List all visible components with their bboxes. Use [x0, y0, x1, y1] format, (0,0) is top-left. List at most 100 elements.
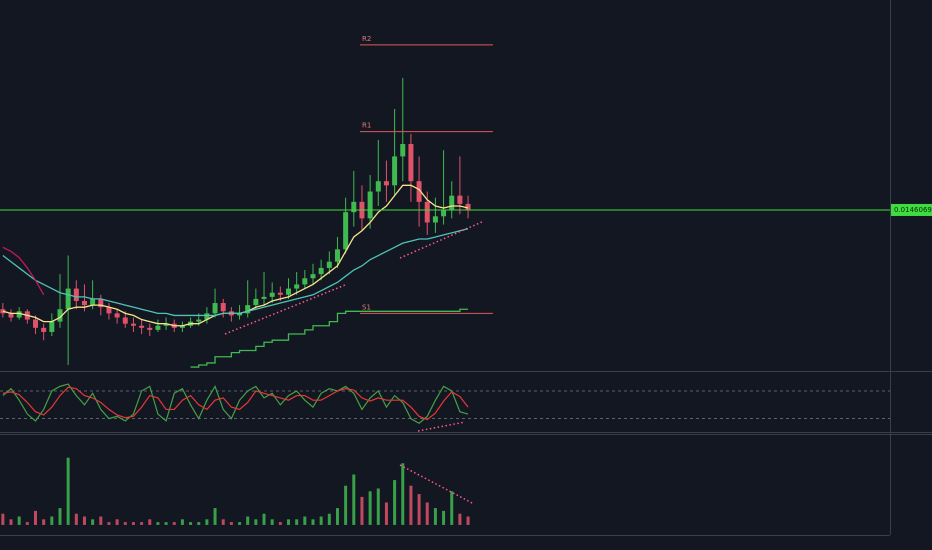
histogram-bar	[254, 519, 258, 525]
histogram-bar	[393, 480, 397, 525]
candle-body	[57, 309, 63, 322]
histogram-bar	[335, 508, 339, 525]
histogram-bar	[466, 516, 470, 525]
histogram-bar	[131, 522, 135, 525]
candle-body	[441, 210, 447, 217]
candle-body	[130, 323, 136, 326]
histogram-bar	[74, 513, 78, 525]
trend-line	[224, 284, 346, 335]
histogram-bar	[287, 519, 291, 525]
histogram-bar	[270, 519, 274, 525]
candle-body	[424, 201, 430, 223]
candle-body	[261, 296, 267, 299]
histogram-bar	[368, 491, 372, 525]
histogram-bar	[409, 485, 413, 525]
histogram-bar	[376, 488, 380, 525]
histogram-bar	[50, 516, 54, 525]
indicator-line	[190, 308, 469, 368]
histogram-bar	[442, 510, 446, 525]
histogram-bar	[91, 519, 95, 525]
histogram-bar	[107, 522, 111, 525]
histogram-bar	[25, 522, 29, 525]
candle-body	[269, 292, 275, 297]
candle-body	[294, 284, 300, 289]
candle-body	[318, 267, 324, 275]
histogram-bar	[417, 494, 421, 525]
candle-body	[114, 313, 120, 318]
pivot-label: R1	[362, 122, 371, 130]
histogram-bar	[180, 519, 184, 525]
last-price-box	[891, 203, 932, 216]
candle-body	[179, 325, 185, 328]
histogram-bar	[433, 508, 437, 525]
histogram-bar	[352, 474, 356, 525]
candle-body	[73, 288, 79, 301]
candle-body	[237, 313, 243, 316]
histogram-bar	[1, 513, 5, 525]
trend-line	[399, 220, 485, 259]
histogram-bar	[205, 519, 209, 525]
histogram-bar	[197, 522, 201, 525]
candle-body	[139, 325, 145, 328]
histogram-bar	[384, 502, 388, 525]
candle-body	[392, 156, 398, 186]
trend-lines	[224, 220, 485, 505]
histogram-bar	[156, 522, 160, 525]
candle-body	[302, 278, 308, 285]
indicator-line	[2, 246, 45, 296]
histogram-bar	[140, 522, 144, 525]
histogram-bar	[99, 516, 103, 525]
candle-body	[220, 303, 226, 312]
histogram-bar	[164, 522, 168, 525]
plot: R2 R1 S1	[0, 35, 890, 525]
histogram-bar	[66, 457, 70, 525]
histogram-bar	[221, 519, 225, 525]
histogram-bar	[295, 519, 299, 525]
candle-body	[457, 195, 463, 204]
candle-body	[326, 261, 332, 268]
candle-body	[81, 300, 87, 306]
histogram-bar	[311, 519, 315, 525]
histogram-bar	[319, 516, 323, 525]
pivot-label: S1	[362, 303, 371, 311]
histogram-bar	[213, 508, 217, 525]
candle-body	[253, 298, 259, 306]
histogram-bar	[458, 513, 462, 525]
histogram-bar	[425, 502, 429, 525]
candle-body	[383, 181, 389, 186]
histogram-bar	[246, 516, 250, 525]
candle-body	[277, 292, 283, 295]
histogram-bar	[58, 508, 62, 525]
candle-body	[408, 144, 414, 182]
oscillator-line	[2, 386, 469, 421]
histogram-bar	[303, 516, 307, 525]
histogram-bar	[238, 522, 242, 525]
candle-body	[432, 216, 438, 223]
histogram-bar	[189, 522, 193, 525]
candle-body	[16, 311, 22, 318]
candle-body	[465, 203, 471, 211]
candle-body	[8, 313, 14, 318]
histogram-bar	[82, 516, 86, 525]
histogram-bar	[278, 522, 282, 525]
histogram-bar	[9, 519, 13, 525]
candle-body	[334, 249, 340, 262]
histogram-bar	[34, 510, 38, 525]
candle-body	[0, 309, 6, 314]
histogram-bar	[42, 519, 46, 525]
candle-body	[122, 317, 128, 324]
candle-body	[155, 325, 161, 330]
candle-body	[449, 195, 455, 211]
candle-body	[204, 313, 210, 320]
candle-body	[147, 327, 153, 330]
indicator-line	[2, 228, 469, 317]
candle-body	[65, 288, 71, 310]
candle-body	[245, 305, 251, 314]
histogram-bar	[123, 522, 127, 525]
axis: 0.01460695	[891, 203, 932, 216]
candle-body	[49, 321, 55, 332]
candle-body	[367, 191, 373, 219]
histogram-bar	[360, 496, 364, 525]
